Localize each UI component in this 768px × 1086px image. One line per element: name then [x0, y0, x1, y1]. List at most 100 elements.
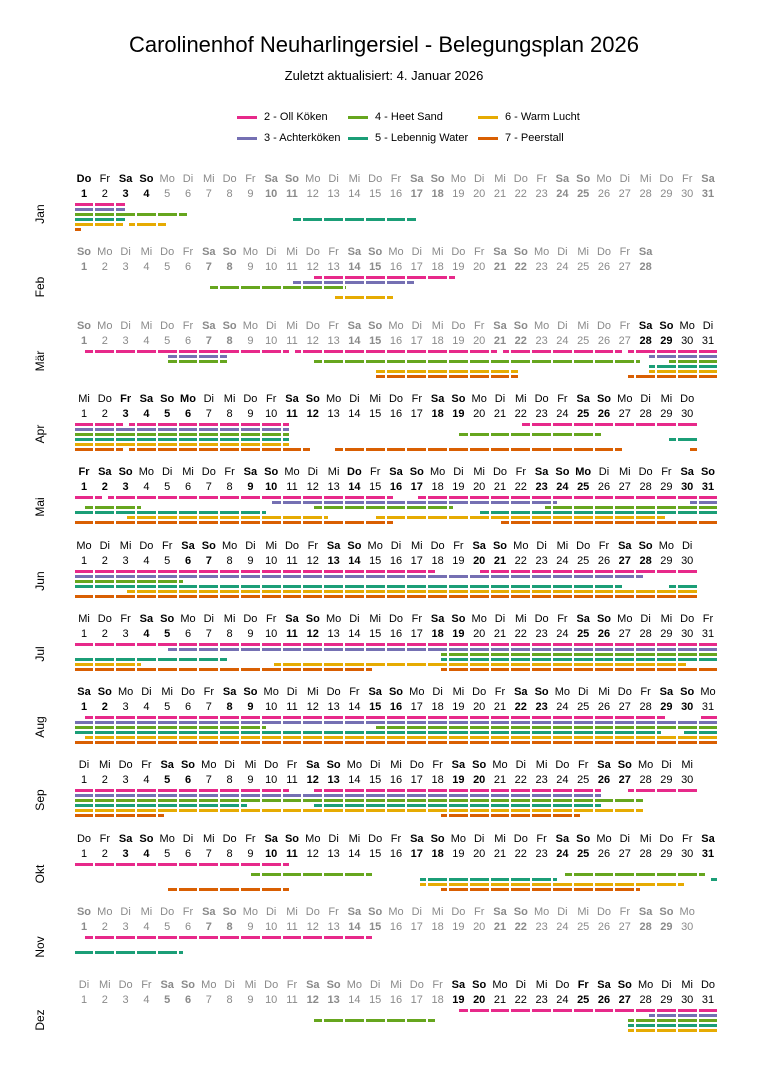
- booking-bar-5: [95, 657, 115, 661]
- booking-bar-7: [657, 667, 676, 671]
- day-number-label: 26: [597, 188, 611, 200]
- weekday-label: Mo: [575, 466, 592, 479]
- weekday-label: Do: [409, 979, 424, 992]
- weekday-label: So: [430, 832, 445, 845]
- day-number-label: 18: [431, 921, 444, 933]
- booking-bar-2: [657, 349, 676, 353]
- day-number-label: 28: [639, 994, 652, 1007]
- weekday-label: Fr: [99, 173, 110, 185]
- weekday-label: Fr: [619, 906, 630, 918]
- booking-bar-4: [324, 799, 343, 803]
- booking-bar-4: [137, 506, 142, 510]
- booking-bar-7: [490, 667, 510, 671]
- booking-bar-4: [199, 359, 219, 363]
- booking-bar-3: [168, 354, 177, 358]
- booking-bar-3: [220, 574, 239, 578]
- month-label: Mai: [33, 497, 47, 517]
- booking-bar-4: [137, 799, 156, 803]
- booking-bar-3: [137, 574, 156, 578]
- booking-bar-2: [282, 936, 302, 939]
- booking-bar-3: [116, 794, 135, 798]
- day-number-label: 9: [247, 774, 254, 787]
- booking-bar-2: [178, 569, 198, 573]
- booking-bar-2: [553, 716, 572, 720]
- booking-bar-2: [241, 862, 260, 866]
- booking-bar-3: [573, 721, 593, 725]
- booking-bar-4: [490, 799, 510, 803]
- weekday-label: Do: [97, 392, 112, 405]
- booking-bar-6: [220, 736, 239, 740]
- booking-bar-3: [324, 574, 343, 578]
- booking-bar-2: [636, 349, 655, 353]
- booking-bar-3: [469, 574, 489, 578]
- booking-bar-3: [532, 721, 551, 725]
- booking-bar-2: [137, 642, 156, 646]
- booking-bar-7: [615, 887, 635, 891]
- day-number-label: 20: [473, 554, 486, 567]
- booking-bar-5: [511, 657, 531, 661]
- booking-bar-7: [178, 887, 198, 891]
- booking-bar-7: [178, 594, 198, 598]
- booking-bar-2: [573, 349, 593, 353]
- booking-bar-6: [490, 662, 510, 666]
- day-number-label: 22: [514, 994, 527, 1007]
- day-number-label: 3: [122, 334, 129, 347]
- day-number-label: 7: [205, 701, 212, 714]
- day-number-label: 20: [473, 334, 486, 347]
- booking-bar-6: [677, 736, 697, 740]
- booking-bar-3: [241, 721, 260, 725]
- day-number-label: 21: [493, 627, 507, 640]
- day-number-label: 9: [247, 921, 254, 933]
- booking-bar-7: [511, 887, 531, 891]
- booking-bar-2: [137, 496, 156, 500]
- day-number-label: 6: [184, 334, 192, 347]
- weekday-label: Di: [661, 979, 672, 992]
- booking-bar-5: [573, 511, 593, 515]
- booking-bar-2: [220, 789, 239, 793]
- weekday-label: Mo: [159, 173, 175, 185]
- booking-bar-2: [407, 569, 427, 573]
- legend-item: 2 - Oll Köken: [237, 110, 328, 124]
- booking-bar-2: [241, 349, 260, 353]
- booking-bar-6: [573, 589, 593, 593]
- booking-bar-6: [365, 662, 385, 666]
- booking-bar-2: [428, 716, 447, 720]
- booking-bar-2: [511, 1009, 531, 1013]
- booking-bar-3: [532, 574, 551, 578]
- booking-bar-2: [220, 496, 239, 500]
- booking-bar-2: [521, 422, 531, 426]
- weekday-label: Sa: [389, 466, 403, 479]
- weekday-label: Di: [432, 686, 443, 699]
- day-number-label: 10: [265, 261, 278, 274]
- booking-bar-6: [261, 736, 281, 740]
- booking-bar-7: [532, 447, 551, 451]
- booking-bar-2: [449, 496, 468, 500]
- weekday-label: Do: [97, 612, 112, 625]
- booking-bar-6: [199, 809, 219, 813]
- booking-bar-3: [677, 721, 697, 725]
- weekday-label: So: [201, 539, 216, 552]
- booking-bar-2: [324, 716, 343, 720]
- weekday-label: Sa: [202, 246, 216, 259]
- day-number-label: 10: [265, 627, 278, 640]
- booking-bar-7: [407, 447, 427, 451]
- booking-bar-7: [199, 447, 219, 451]
- day-number-label: 27: [618, 188, 631, 200]
- booking-bar-4: [636, 872, 655, 876]
- booking-bar-5: [657, 731, 662, 735]
- booking-bar-4: [95, 213, 115, 216]
- weekday-label: Mi: [390, 759, 402, 772]
- booking-bar-6: [636, 516, 655, 520]
- day-number-label: 1: [80, 994, 88, 1007]
- booking-bar-6: [469, 882, 489, 886]
- booking-bar-5: [95, 511, 115, 515]
- day-number-label: 3: [122, 774, 129, 787]
- weekday-label: Fr: [619, 319, 630, 332]
- weekday-label: Do: [118, 979, 133, 992]
- booking-bar-3: [74, 574, 94, 578]
- booking-bar-3: [615, 647, 635, 651]
- booking-bar-5: [698, 1024, 718, 1028]
- booking-bar-5: [74, 437, 94, 441]
- booking-bar-2: [313, 789, 323, 793]
- booking-bar-7: [553, 594, 572, 598]
